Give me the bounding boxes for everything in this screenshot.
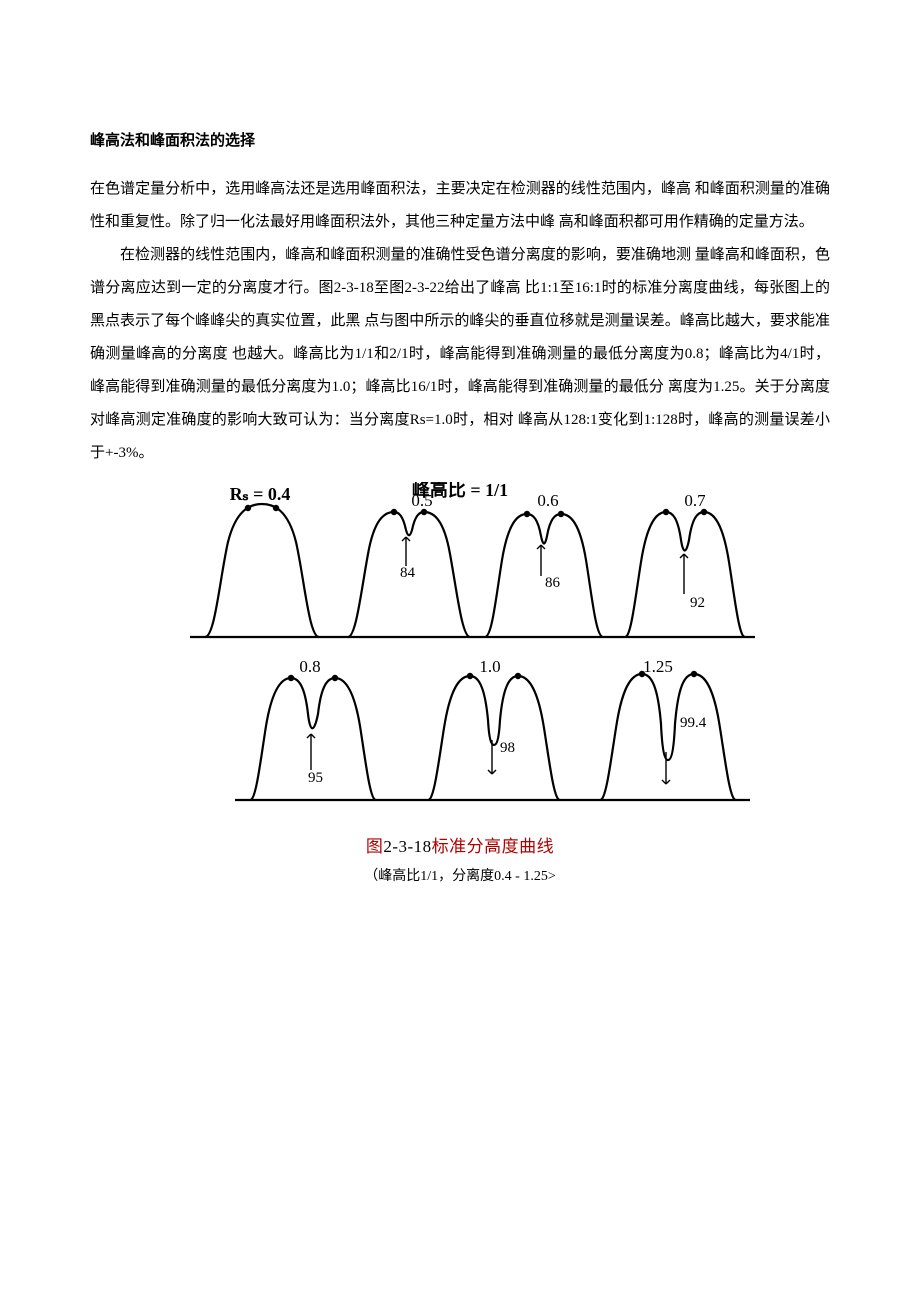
svg-text:0.7: 0.7 [684, 491, 706, 510]
peaks-row-2: 0.8 1.0 1.25 95 98 99.4 [150, 652, 770, 812]
svg-text:92: 92 [690, 595, 705, 611]
svg-text:86: 86 [545, 575, 561, 591]
figure-title-main: 标准分高度曲线 [432, 837, 555, 856]
section-heading: 峰高法和峰面积法的选择 [90, 125, 830, 158]
figure-title: 图2-3-18标准分高度曲线 [90, 832, 830, 857]
paragraph-2: 在检测器的线性范围内，峰高和峰面积测量的准确性受色谱分离度的影响，要准确地测 量… [90, 239, 830, 470]
paragraph-1: 在色谱定量分析中，选用峰高法还是选用峰面积法，主要决定在检测器的线性范围内，峰高… [90, 173, 830, 239]
figure-2-3-18: 峰高比 = 1/1Rₛ = 0.40.50.60.7848692 0.81.01… [90, 482, 830, 885]
svg-text:99.4: 99.4 [680, 715, 707, 731]
svg-text:0.5: 0.5 [411, 491, 432, 510]
svg-text:95: 95 [308, 770, 323, 786]
document-page: 峰高法和峰面积法的选择 在色谱定量分析中，选用峰高法还是选用峰面积法，主要决定在… [0, 0, 920, 945]
figure-title-number: 2-3-18 [383, 837, 431, 856]
svg-text:Rₛ = 0.4: Rₛ = 0.4 [230, 484, 291, 504]
figure-title-prefix: 图 [366, 837, 384, 856]
svg-text:0.6: 0.6 [537, 491, 558, 510]
svg-text:0.8: 0.8 [299, 657, 320, 676]
figure-subtitle: （峰高比1/1，分离度0.4 - 1.25> [90, 865, 830, 885]
svg-text:1.25: 1.25 [643, 657, 673, 676]
svg-text:98: 98 [500, 740, 515, 756]
peaks-row-1: 峰高比 = 1/1Rₛ = 0.40.50.60.7848692 [150, 482, 770, 652]
svg-text:1.0: 1.0 [479, 657, 500, 676]
svg-text:84: 84 [400, 565, 416, 581]
